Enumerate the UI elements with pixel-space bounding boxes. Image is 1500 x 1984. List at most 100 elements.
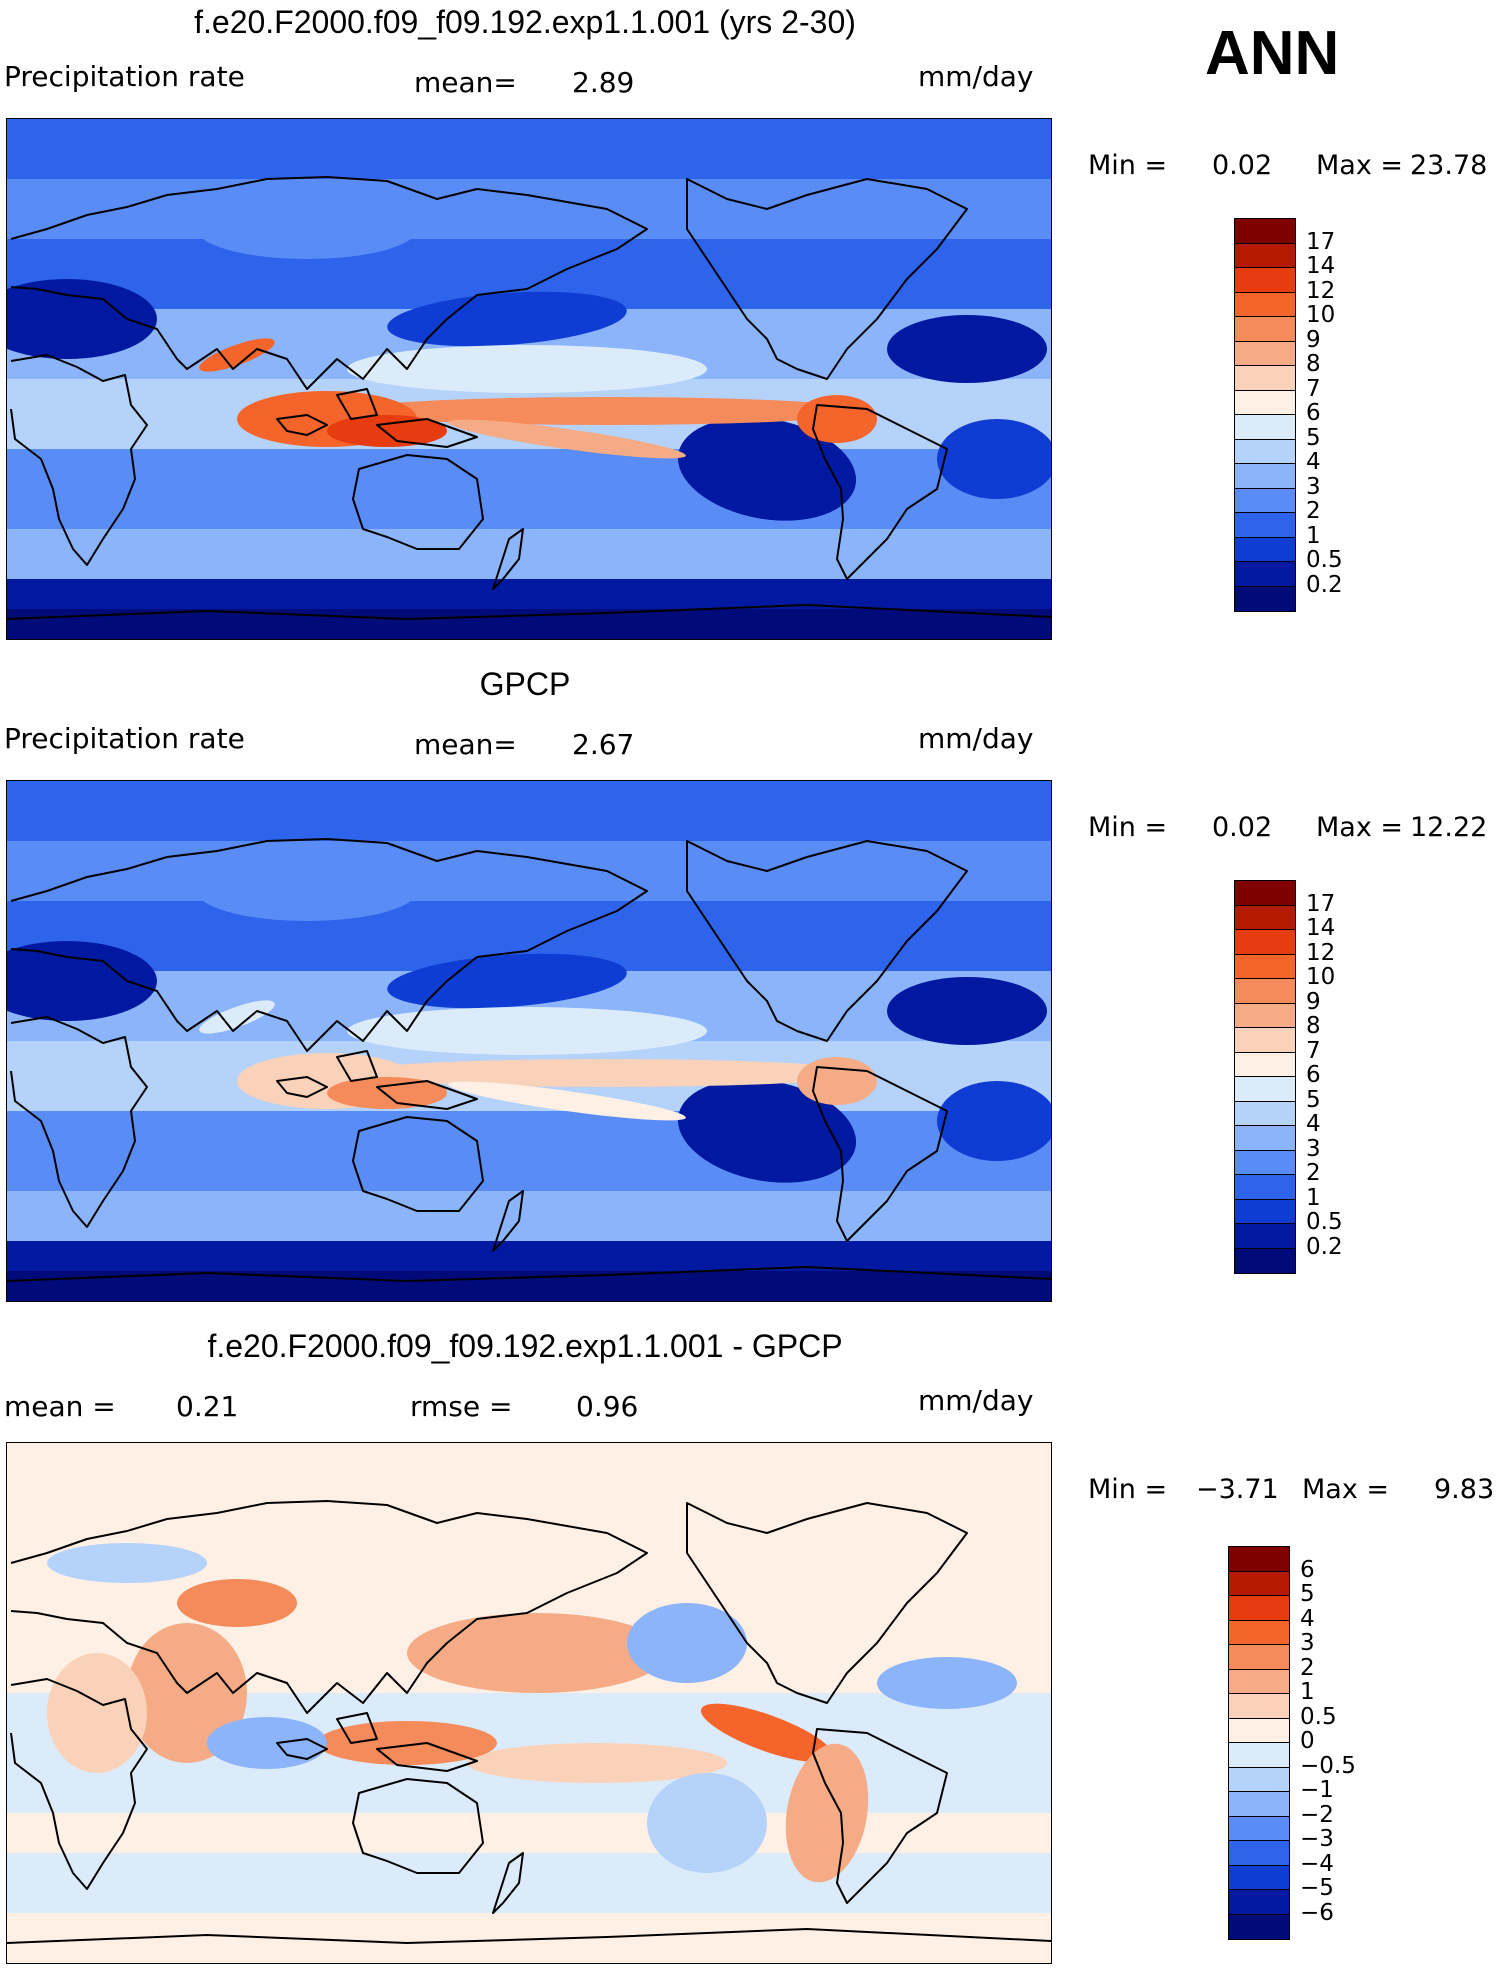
- precip-band: [7, 1111, 1051, 1191]
- colorbar-swatch: [1235, 1224, 1295, 1249]
- precip-feature: [197, 199, 417, 259]
- min-value: 0.02: [1212, 812, 1273, 843]
- precip-band: [7, 1853, 1051, 1913]
- coastline: [812, 1066, 948, 1242]
- panel-diff: f.e20.F2000.f09_f09.192.exp1.1.001 - GPC…: [0, 1324, 1500, 1984]
- colorbar-level-label: 1: [1306, 1184, 1321, 1211]
- colorbar-level-label: 14: [1306, 253, 1336, 279]
- colorbar-level-label: 7: [1306, 375, 1321, 402]
- colorbar-level-label: 4: [1300, 1605, 1315, 1632]
- precip-feature: [47, 1653, 147, 1773]
- coastline: [10, 1500, 648, 1714]
- variable-label: Precipitation rate: [4, 722, 245, 755]
- colorbar-level-label: 17: [1306, 890, 1336, 917]
- colorbar-level-label: −4: [1300, 1850, 1334, 1877]
- colorbar-swatch: [1235, 513, 1295, 538]
- colorbar-swatch: [1229, 1865, 1289, 1890]
- precip-band: [7, 781, 1051, 841]
- colorbar-level-label: 0.5: [1300, 1703, 1337, 1730]
- precip-feature: [797, 395, 877, 443]
- precip-feature: [797, 1057, 877, 1105]
- colorbar-level-label: 12: [1306, 939, 1336, 966]
- coastline: [276, 1076, 328, 1098]
- precip-feature: [937, 419, 1051, 499]
- colorbar-level-label: 0: [1300, 1728, 1315, 1754]
- rmse-value: 0.96: [576, 1390, 639, 1423]
- map-canvas: [7, 119, 1051, 639]
- min-label: Min =: [1088, 812, 1168, 843]
- coastlines: [7, 1500, 1051, 1944]
- coastline: [352, 454, 484, 550]
- colorbar-level-label: 2: [1300, 1654, 1315, 1681]
- precip-feature: [448, 419, 686, 459]
- precip-feature: [387, 953, 627, 1009]
- precip-feature: [347, 397, 867, 425]
- units-label: mm/day: [918, 60, 1034, 93]
- colorbar-swatch: [1235, 1101, 1295, 1126]
- colorbar-level-label: 6: [1306, 1062, 1321, 1088]
- colorbar-level-label: 7: [1306, 1037, 1321, 1064]
- mean-label: mean =: [4, 1390, 116, 1423]
- colorbar-level-label: 0.5: [1306, 1209, 1343, 1235]
- colorbar-swatch: [1235, 954, 1295, 979]
- colorbar-swatch: [1235, 415, 1295, 440]
- coastlines: [7, 838, 1051, 1282]
- colorbar-level-label: 9: [1306, 326, 1321, 353]
- coastline: [10, 1016, 148, 1228]
- mean-value: 2.89: [572, 66, 635, 99]
- colorbar-level-label: 0.2: [1306, 1233, 1343, 1260]
- colorbar-swatch: [1235, 881, 1295, 906]
- map-canvas: [7, 1443, 1051, 1963]
- colorbar-level-label: 3: [1300, 1630, 1315, 1656]
- colorbar-swatch: [1235, 1248, 1295, 1273]
- colorbar-level-label: 10: [1306, 964, 1336, 990]
- coastline: [352, 1116, 484, 1212]
- coastline: [812, 1728, 948, 1904]
- colorbar-swatch: [1229, 1718, 1289, 1743]
- precip-feature: [347, 345, 707, 393]
- coastline: [336, 388, 378, 420]
- colorbar-swatch: [1235, 1028, 1295, 1053]
- precip-feature: [877, 1657, 1017, 1709]
- precip-feature: [887, 315, 1047, 383]
- colorbar-swatch: [1229, 1669, 1289, 1694]
- precip-map-diff: [6, 1442, 1052, 1964]
- colorbar-swatch: [1235, 1052, 1295, 1077]
- colorbar-swatch: [1235, 390, 1295, 415]
- coastline: [376, 1742, 478, 1772]
- colorbar-swatch: [1229, 1547, 1289, 1572]
- colorbar-swatch: [1235, 930, 1295, 955]
- colorbar-swatch: [1229, 1841, 1289, 1866]
- precip-feature: [317, 1721, 497, 1765]
- variable-label: Precipitation rate: [4, 60, 245, 93]
- coastline: [10, 838, 648, 1052]
- panel-title: f.e20.F2000.f09_f09.192.exp1.1.001 - GPC…: [207, 1328, 843, 1364]
- season-label: ANN: [1205, 19, 1340, 88]
- colorbar-swatch: [1229, 1914, 1289, 1939]
- colorbar-level-label: 0.5: [1306, 547, 1343, 573]
- colorbar-level-label: 5: [1300, 1581, 1315, 1607]
- precip-band: [7, 529, 1051, 579]
- precip-feature: [937, 1081, 1051, 1161]
- colorbar-swatch: [1229, 1596, 1289, 1621]
- colorbar-level-label: 1: [1306, 522, 1321, 549]
- precip-feature: [199, 338, 275, 372]
- coastline: [10, 1678, 148, 1890]
- max-value: 12.22: [1410, 812, 1488, 843]
- colorbar-swatch: [1235, 905, 1295, 930]
- colorbar-level-label: 4: [1306, 449, 1321, 475]
- precip-map-model: [6, 118, 1052, 640]
- colorbar-level-label: 8: [1306, 1013, 1321, 1039]
- precip-feature: [7, 279, 157, 359]
- precip-feature: [677, 1079, 857, 1183]
- colorbar-level-label: 2: [1306, 1160, 1321, 1186]
- max-value: 9.83: [1434, 1474, 1495, 1505]
- coastline: [7, 604, 1051, 620]
- coastline: [492, 1190, 524, 1252]
- colorbar-level-label: 2: [1306, 498, 1321, 524]
- colorbar-level-label: 4: [1306, 1111, 1321, 1137]
- precip-feature: [199, 1000, 275, 1034]
- coastline: [10, 176, 648, 390]
- colorbar-level-label: 3: [1306, 473, 1321, 500]
- colorbar-level-label: 5: [1306, 1086, 1321, 1113]
